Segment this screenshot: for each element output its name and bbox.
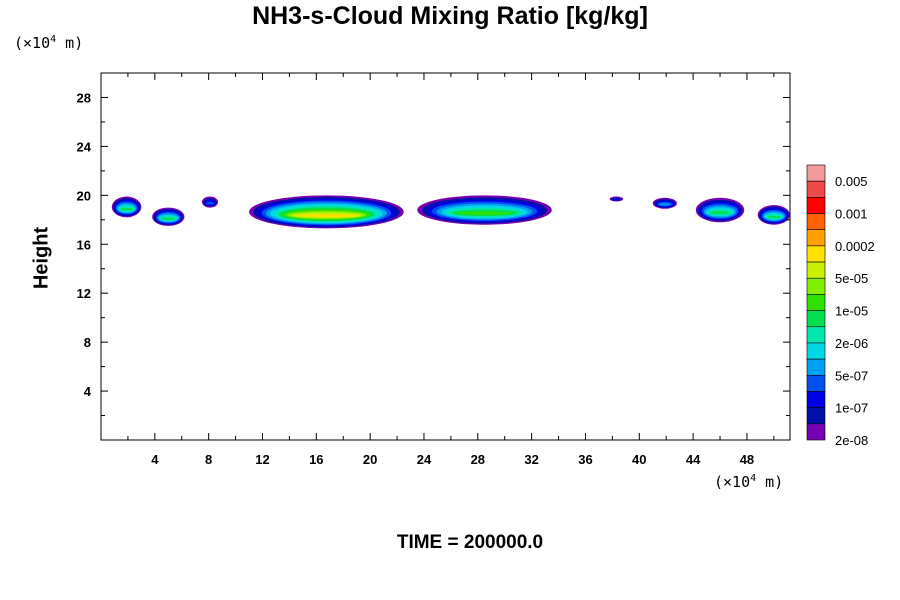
cloud-3-level-4 (205, 201, 215, 205)
x-unit-label: (×104 m) (714, 473, 784, 491)
colorbar-label: 5e-07 (835, 368, 868, 383)
colorbar-label: 0.005 (835, 174, 868, 189)
colorbar-label: 5e-05 (835, 271, 868, 286)
colorbar-swatch (806, 261, 826, 279)
cloud-9-level-8 (766, 215, 781, 219)
colorbar-label: 1e-07 (835, 401, 868, 416)
x-tick-label: 24 (417, 452, 432, 467)
cloud-6-level-3 (612, 198, 621, 201)
colorbar-swatch (806, 197, 826, 214)
x-tick-label: 16 (309, 452, 323, 467)
y-unit-label: (×104 m) (14, 34, 84, 52)
cloud-4-level-12 (295, 214, 358, 218)
colorbar-swatch (806, 391, 826, 408)
colorbar-swatch (806, 180, 826, 198)
y-tick-label: 12 (77, 286, 91, 301)
colorbar-swatch (806, 229, 826, 247)
x-tick-label: 20 (363, 452, 377, 467)
colorbar-swatch (806, 326, 826, 344)
x-tick-label: 28 (471, 452, 485, 467)
cloud-8-level-8 (709, 211, 731, 215)
colorbar-swatch (806, 294, 826, 311)
colorbar-swatch (806, 213, 826, 231)
cloud-7-level-5 (659, 203, 671, 206)
cloud-2-level-8 (161, 217, 176, 220)
colorbar-swatch (806, 423, 826, 441)
colorbar-label: 0.001 (835, 207, 868, 222)
colorbar-label: 2e-06 (835, 336, 868, 351)
x-tick-label: 40 (632, 452, 646, 467)
colorbar-swatch (806, 164, 826, 182)
y-tick-label: 16 (77, 237, 91, 252)
y-tick-label: 4 (84, 384, 92, 399)
cloud-1-level-8 (120, 207, 133, 211)
x-tick-label: 12 (255, 452, 269, 467)
colorbar-swatch (806, 245, 826, 263)
colorbar-swatch (806, 358, 826, 376)
y-tick-label: 28 (77, 90, 91, 105)
y-tick-label: 20 (77, 188, 91, 203)
cloud-5-level-9 (456, 211, 513, 215)
x-tick-label: 44 (686, 452, 701, 467)
time-label: TIME = 200000.0 (396, 532, 544, 553)
plot-frame (100, 72, 791, 441)
y-tick-label: 8 (84, 335, 91, 350)
x-tick-label: 4 (151, 452, 159, 467)
x-tick-label: 8 (205, 452, 212, 467)
colorbar-swatch (806, 277, 826, 295)
colorbar-label: 0.0002 (835, 239, 875, 254)
y-tick-label: 24 (77, 139, 92, 154)
chart-title: NH3-s-Cloud Mixing Ratio [kg/kg] (252, 2, 648, 30)
x-tick-label: 36 (578, 452, 592, 467)
x-tick-label: 48 (740, 452, 754, 467)
cloud-field (111, 195, 790, 229)
colorbar-swatch (806, 374, 826, 392)
colorbar-swatch (806, 407, 826, 425)
colorbar-label: 2e-08 (835, 433, 868, 448)
x-tick-label: 32 (524, 452, 538, 467)
colorbar-label: 1e-05 (835, 304, 868, 319)
colorbar-swatch (806, 310, 826, 328)
colorbar-swatch (806, 342, 826, 360)
